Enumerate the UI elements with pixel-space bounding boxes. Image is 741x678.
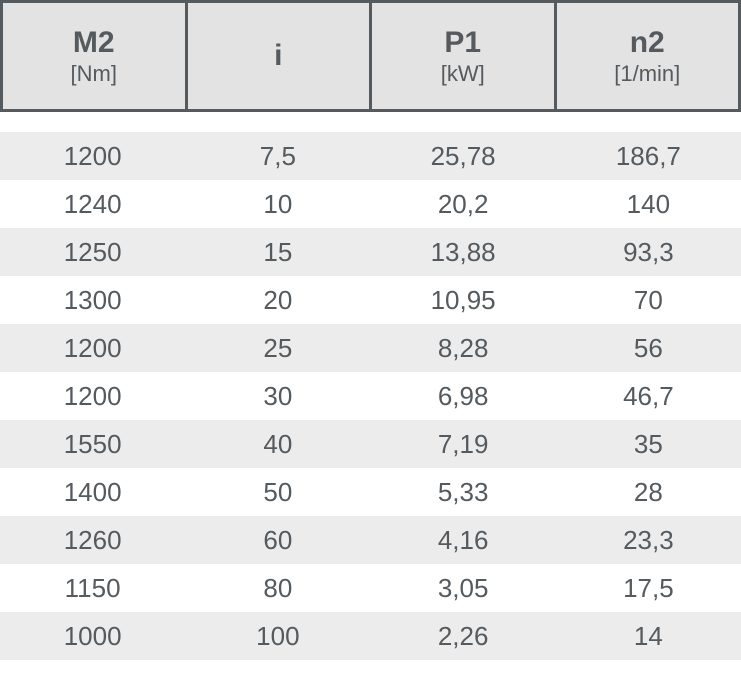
table-row: 13002010,9570 xyxy=(0,276,741,324)
table-cell: 1250 xyxy=(0,237,185,268)
col-label: P1 xyxy=(444,26,481,59)
table-row: 1400505,3328 xyxy=(0,468,741,516)
table-row: 1260604,1623,3 xyxy=(0,516,741,564)
table-cell: 20 xyxy=(185,285,370,316)
table-cell: 30 xyxy=(185,381,370,412)
table-cell: 17,5 xyxy=(556,573,741,604)
table-cell: 100 xyxy=(185,621,370,652)
table-row: 10001002,2614 xyxy=(0,612,741,660)
table-cell: 1300 xyxy=(0,285,185,316)
table-header-row: M2 [Nm] i P1 [kW] n2 [1/min] xyxy=(0,0,741,112)
col-label: M2 xyxy=(73,26,115,59)
table-cell: 1200 xyxy=(0,381,185,412)
table-row: 12501513,8893,3 xyxy=(0,228,741,276)
col-header-n2: n2 [1/min] xyxy=(554,3,741,109)
table-cell: 186,7 xyxy=(556,141,741,172)
table-cell: 20,2 xyxy=(371,189,556,220)
table-row: 1200306,9846,7 xyxy=(0,372,741,420)
table-cell: 56 xyxy=(556,333,741,364)
col-header-p1: P1 [kW] xyxy=(369,3,554,109)
table-cell: 50 xyxy=(185,477,370,508)
table-cell: 35 xyxy=(556,429,741,460)
table-cell: 60 xyxy=(185,525,370,556)
col-unit: [1/min] xyxy=(614,61,680,87)
col-label: n2 xyxy=(630,26,665,59)
table-cell: 4,16 xyxy=(371,525,556,556)
table-cell: 93,3 xyxy=(556,237,741,268)
table-cell: 1260 xyxy=(0,525,185,556)
table-cell: 25,78 xyxy=(371,141,556,172)
table-cell: 1200 xyxy=(0,333,185,364)
table-cell: 1150 xyxy=(0,573,185,604)
table-cell: 80 xyxy=(185,573,370,604)
header-body-spacer xyxy=(0,112,741,132)
table-cell: 7,5 xyxy=(185,141,370,172)
table-cell: 1200 xyxy=(0,141,185,172)
table-cell: 15 xyxy=(185,237,370,268)
table-cell: 25 xyxy=(185,333,370,364)
data-table: M2 [Nm] i P1 [kW] n2 [1/min] 12007,525,7… xyxy=(0,0,741,660)
col-label: i xyxy=(274,39,282,72)
table-cell: 1400 xyxy=(0,477,185,508)
table-cell: 10 xyxy=(185,189,370,220)
table-cell: 13,88 xyxy=(371,237,556,268)
col-unit: [kW] xyxy=(441,61,485,87)
table-cell: 14 xyxy=(556,621,741,652)
table-row: 1150803,0517,5 xyxy=(0,564,741,612)
table-cell: 70 xyxy=(556,285,741,316)
col-unit: [Nm] xyxy=(71,61,117,87)
table-row: 12401020,2140 xyxy=(0,180,741,228)
table-cell: 40 xyxy=(185,429,370,460)
table-row: 1550407,1935 xyxy=(0,420,741,468)
table-cell: 46,7 xyxy=(556,381,741,412)
table-cell: 8,28 xyxy=(371,333,556,364)
table-cell: 3,05 xyxy=(371,573,556,604)
table-cell: 10,95 xyxy=(371,285,556,316)
table-cell: 6,98 xyxy=(371,381,556,412)
table-body: 12007,525,78186,712401020,214012501513,8… xyxy=(0,132,741,660)
table-cell: 1550 xyxy=(0,429,185,460)
table-row: 1200258,2856 xyxy=(0,324,741,372)
table-cell: 1240 xyxy=(0,189,185,220)
table-row: 12007,525,78186,7 xyxy=(0,132,741,180)
table-cell: 7,19 xyxy=(371,429,556,460)
table-cell: 23,3 xyxy=(556,525,741,556)
col-header-m2: M2 [Nm] xyxy=(0,3,185,109)
table-cell: 5,33 xyxy=(371,477,556,508)
table-cell: 1000 xyxy=(0,621,185,652)
table-cell: 28 xyxy=(556,477,741,508)
table-cell: 140 xyxy=(556,189,741,220)
col-header-i: i xyxy=(185,3,370,109)
table-cell: 2,26 xyxy=(371,621,556,652)
